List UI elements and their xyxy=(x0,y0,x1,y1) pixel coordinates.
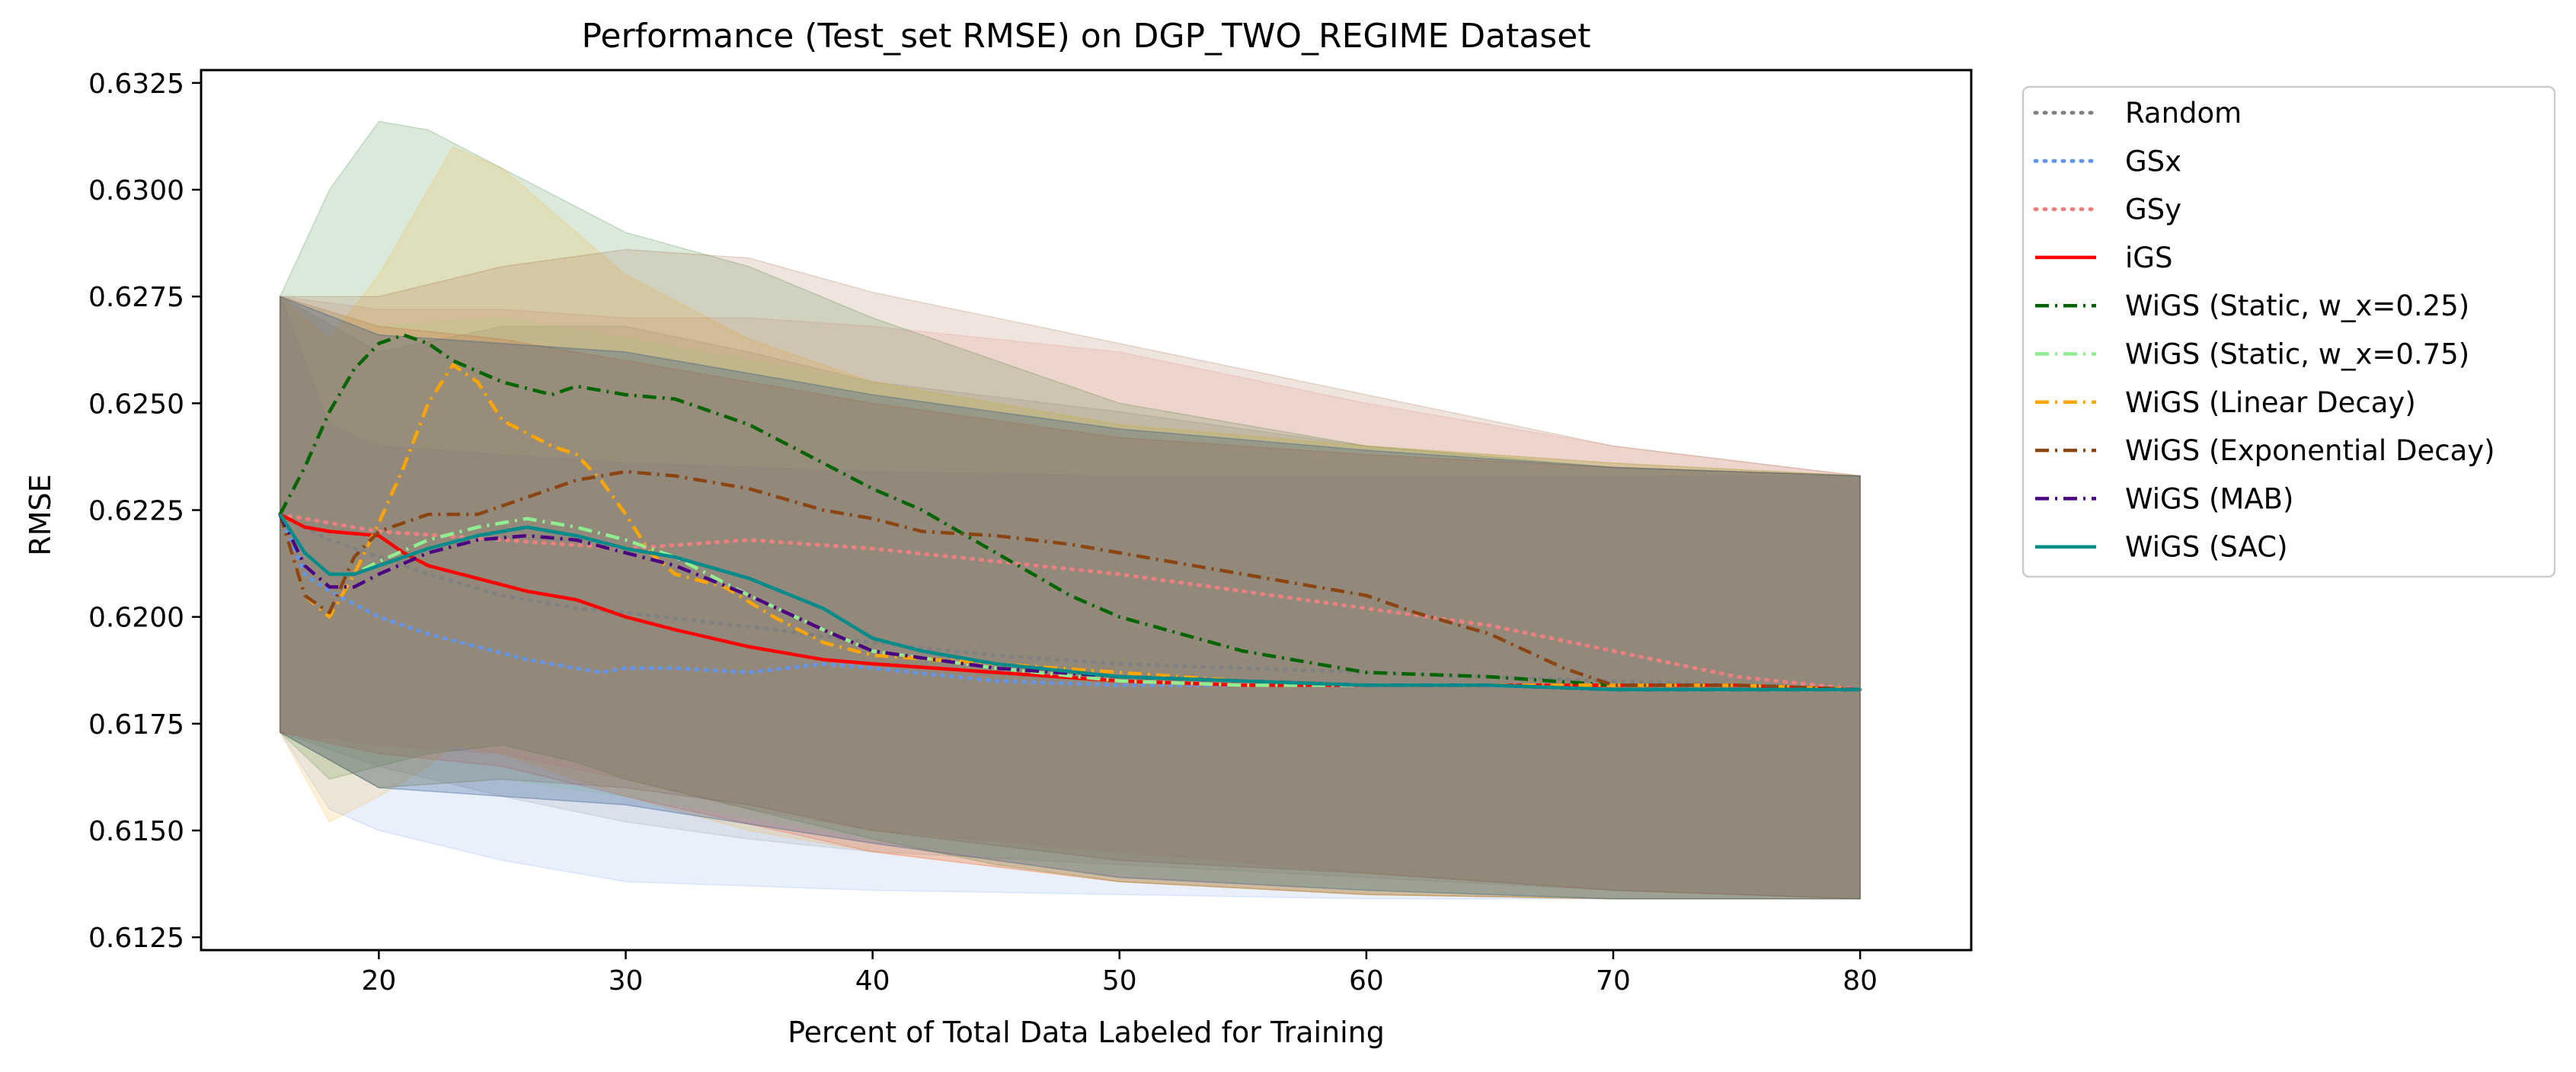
x-tick-label: 50 xyxy=(1102,965,1137,997)
legend: Random GSx GSy iGS WiGS (Static, w_x=0.25) Wi… xyxy=(2021,85,2556,578)
band-random xyxy=(279,295,1861,900)
band-gsx xyxy=(279,296,1861,900)
line-wigs-linear-decay xyxy=(278,363,1861,692)
legend-label-gsy: GSy xyxy=(2125,194,2181,226)
line-wigs-static-w-x-0-25 xyxy=(278,333,1861,692)
legend-label-wigs-sac: WiGS (SAC) xyxy=(2125,531,2288,564)
legend-frame xyxy=(2021,85,2556,578)
legend-label-random: Random xyxy=(2125,97,2242,130)
band-wigs-static-w-x-0-75 xyxy=(279,296,1861,900)
band-wigs-sac xyxy=(279,296,1861,900)
legend-items: Random GSx GSy iGS WiGS (Static, w_x=0.25) Wi… xyxy=(2033,97,2495,564)
y-tick-label: 0.6150 xyxy=(88,816,184,847)
legend-label-wigs-mab: WiGS (MAB) xyxy=(2125,482,2293,515)
x-tick-label: 30 xyxy=(609,965,644,997)
line-gsy xyxy=(278,512,1862,692)
legend-label-wigs-linear-decay: WiGS (Linear Decay) xyxy=(2125,386,2416,419)
x-axis-ticks: 20 30 40 50 60 70 80 xyxy=(361,950,1878,997)
y-tick-label: 0.6325 xyxy=(88,69,184,100)
x-tick-label: 20 xyxy=(361,965,396,997)
x-axis-label: Percent of Total Data Labeled for Traini… xyxy=(788,1016,1385,1049)
x-tick-label: 40 xyxy=(855,965,890,997)
x-tick-label: 60 xyxy=(1349,965,1384,997)
line-random xyxy=(278,512,1862,692)
band-igs xyxy=(279,296,1861,900)
y-axis-ticks: 0.6125 0.6150 0.6175 0.6200 0.6225 0.6250 0.62… xyxy=(88,69,201,954)
y-tick-label: 0.6300 xyxy=(88,175,184,206)
y-axis-label: RMSE xyxy=(24,474,57,555)
x-tick-label: 80 xyxy=(1843,965,1878,997)
band-gsy xyxy=(279,296,1861,900)
confidence-bands xyxy=(279,120,1861,900)
y-tick-label: 0.6175 xyxy=(88,709,184,741)
legend-label-gsx: GSx xyxy=(2125,145,2181,178)
line-wigs-exponential-decay xyxy=(278,469,1861,692)
chart-title: Performance (Test_set RMSE) on DGP_TWO_R… xyxy=(581,17,1590,56)
y-tick-label: 0.6200 xyxy=(88,603,184,634)
legend-label-wigs-static-w-x-0-75: WiGS (Static, w_x=0.75) xyxy=(2125,338,2469,371)
legend-label-wigs-static-w-x-0-25: WiGS (Static, w_x=0.25) xyxy=(2125,290,2469,322)
band-wigs-linear-decay xyxy=(279,146,1861,900)
legend-label-wigs-exponential-decay: WiGS (Exponential Decay) xyxy=(2125,434,2495,467)
x-tick-label: 70 xyxy=(1596,965,1631,997)
band-wigs-static-w-x-0-25 xyxy=(279,120,1861,900)
y-tick-label: 0.6275 xyxy=(88,282,184,313)
y-tick-label: 0.6125 xyxy=(88,923,184,954)
y-tick-label: 0.6250 xyxy=(88,389,184,420)
line-wigs-sac xyxy=(278,513,1861,692)
series-lines xyxy=(278,333,1862,692)
legend-label-igs: iGS xyxy=(2125,242,2172,274)
band-wigs-exponential-decay xyxy=(279,248,1861,900)
band-wigs-mab xyxy=(279,296,1861,900)
y-tick-label: 0.6225 xyxy=(88,496,184,527)
